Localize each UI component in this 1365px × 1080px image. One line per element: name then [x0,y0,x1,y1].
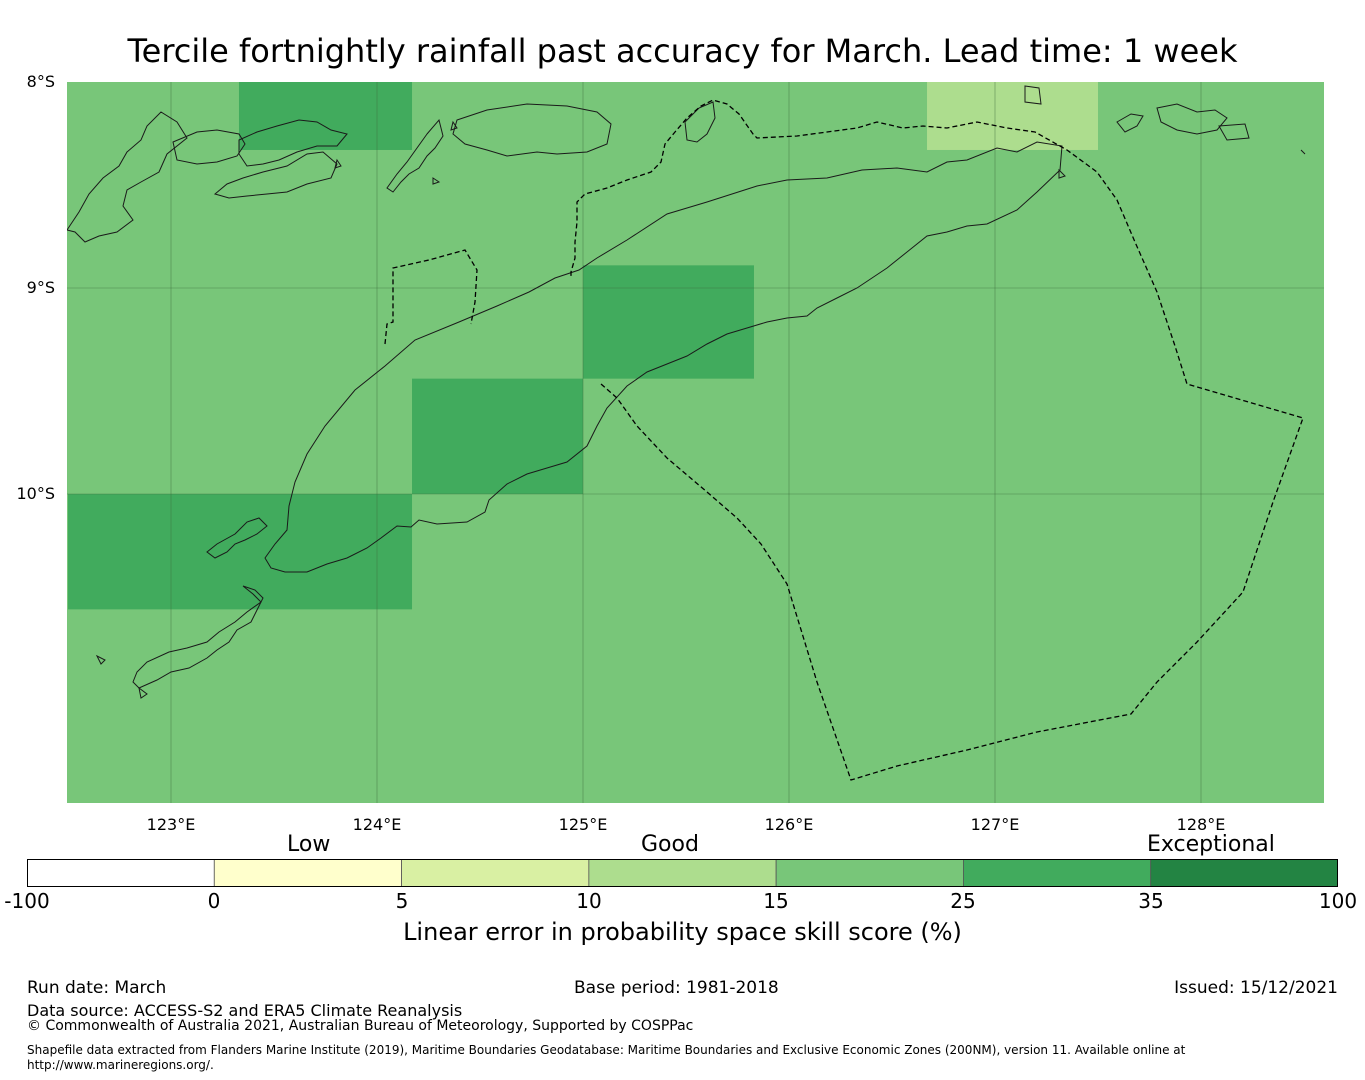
coastlines [67,85,1306,699]
colorbar-tick-25: 25 [950,889,976,913]
rote-coastline [206,517,268,559]
kisar-coastline [1024,85,1042,105]
map-panel [67,82,1324,803]
leti-coastline [1218,123,1250,141]
run-date: Run date: March [27,978,167,998]
romang-coastline [1116,113,1144,133]
colorbar-tick--100: -100 [4,889,50,913]
small-island-2 [1300,149,1306,155]
solor-coastline [172,129,246,165]
category-exceptional: Exceptional [1147,832,1275,857]
shapefile-credit-line1: Shapefile data extracted from Flanders M… [27,1043,1186,1057]
lon-label-127e: 127°E [970,815,1020,834]
base-period: Base period: 1981-2018 [574,978,779,998]
colorbar-segment-0 [27,859,215,887]
ndao-coastline [95,654,106,665]
data-source: Data source: ACCESS-S2 and ERA5 Climate … [27,1001,463,1020]
graticule [67,82,1324,803]
flores-coastline [67,111,188,243]
adonara-coastline [213,151,338,199]
small-island-5 [450,120,458,131]
atauro-coastline [684,101,716,143]
colorbar-tick-35: 35 [1138,889,1164,913]
jaco-coastline [1058,168,1066,179]
colorbar-segment-4 [775,859,964,887]
colorbar-segment-5 [963,859,1152,887]
timor-leste-eez [570,99,1304,781]
lon-label-125e: 125°E [558,815,608,834]
issued-date: Issued: 15/12/2021 [1174,978,1338,998]
colorbar-segment-2 [401,859,590,887]
lon-label-126e: 126°E [764,815,814,834]
shapefile-credit-line2: http://www.marineregions.org/. [27,1058,214,1072]
category-good: Good [641,832,699,857]
skill-cell-25-35 [68,494,413,610]
skill-cell-25-35 [583,265,754,379]
timor-coastline [264,141,1063,573]
lat-label-9s: 9°S [26,278,55,297]
lon-label-124e: 124°E [352,815,402,834]
lat-label-10s: 10°S [16,484,55,503]
eez-boundaries [384,99,1304,781]
colorbar [27,859,1338,887]
lat-label-8s: 8°S [26,72,55,91]
alor-coastline [452,103,612,157]
colorbar-segment-3 [588,859,777,887]
colorbar-tick-15: 15 [763,889,789,913]
skill-cells [68,82,1098,610]
colorbar-tick-10: 10 [576,889,602,913]
small-island-4 [432,177,441,185]
colorbar-tick-100: 100 [1318,889,1358,913]
colorbar-segment-1 [213,859,402,887]
small-island-3 [334,158,342,169]
lon-label-128e: 128°E [1176,815,1226,834]
map-title: Tercile fortnightly rainfall past accura… [127,32,1238,70]
small-island [138,686,148,699]
colorbar-frame [27,859,1338,887]
colorbar-label: Linear error in probability space skill … [403,918,962,946]
colorbar-tick-5: 5 [395,889,409,913]
colorbar-tick-0: 0 [207,889,221,913]
lon-label-123e: 123°E [146,815,196,834]
skill-cell-25-35 [412,378,583,494]
pantar-coastline [386,118,444,193]
skill-cell-25-35 [238,82,413,150]
wetar-coastline [1156,103,1228,135]
map-background [67,82,1324,803]
category-low: Low [287,832,331,857]
colorbar-segment-6 [1150,859,1338,887]
lembata-coastline [238,119,348,167]
copyright: © Commonwealth of Australia 2021, Austra… [27,1018,694,1034]
skill-cell-10-15 [927,82,1098,150]
